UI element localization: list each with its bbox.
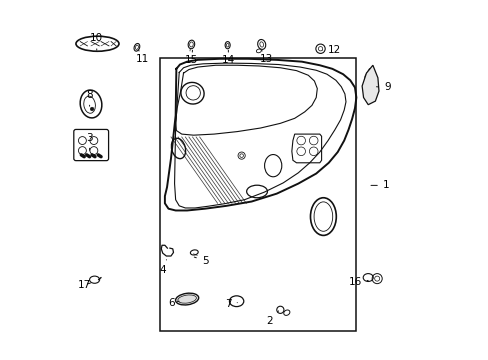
Text: 2: 2	[266, 311, 278, 325]
Text: 6: 6	[168, 298, 179, 308]
Text: 5: 5	[194, 256, 208, 266]
Text: 14: 14	[221, 50, 235, 65]
Ellipse shape	[189, 42, 193, 47]
Circle shape	[90, 107, 94, 111]
Circle shape	[315, 44, 325, 53]
Ellipse shape	[224, 41, 230, 49]
Ellipse shape	[134, 44, 140, 51]
Ellipse shape	[259, 42, 263, 47]
Ellipse shape	[226, 43, 228, 47]
Text: 1: 1	[370, 180, 388, 190]
Text: 13: 13	[259, 50, 272, 64]
Text: 3: 3	[86, 133, 93, 150]
Polygon shape	[362, 65, 378, 105]
Text: 9: 9	[376, 82, 390, 93]
Text: 8: 8	[86, 90, 93, 106]
Text: 7: 7	[224, 299, 237, 309]
Text: 10: 10	[90, 33, 103, 50]
Text: 12: 12	[322, 45, 341, 55]
Text: 15: 15	[184, 50, 198, 65]
Ellipse shape	[256, 49, 261, 53]
Ellipse shape	[135, 45, 138, 49]
Text: 16: 16	[347, 277, 367, 287]
Ellipse shape	[175, 293, 198, 305]
Text: 17: 17	[78, 280, 91, 290]
Ellipse shape	[188, 40, 194, 49]
Ellipse shape	[257, 40, 265, 49]
Circle shape	[318, 46, 322, 51]
Bar	[160, 58, 355, 330]
Text: 4: 4	[159, 260, 166, 275]
Text: 11: 11	[135, 50, 149, 64]
